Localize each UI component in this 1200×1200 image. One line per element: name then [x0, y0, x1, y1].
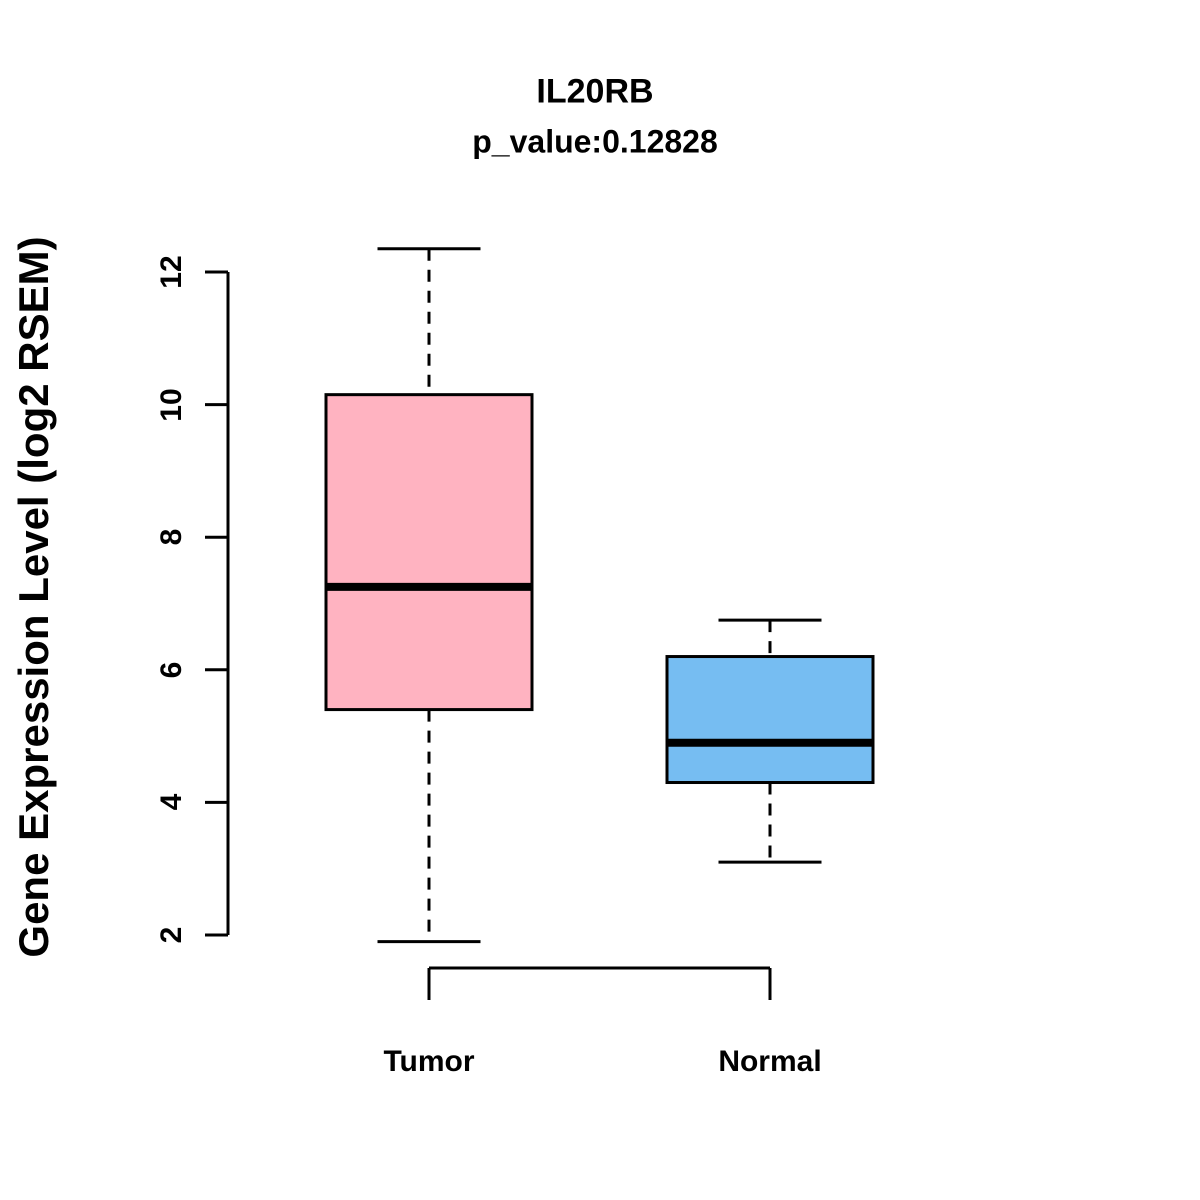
y-tick-label-2: 2	[155, 926, 188, 944]
chart-title: IL20RB	[536, 72, 654, 111]
y-tick-label-8: 8	[155, 528, 188, 546]
y-tick-label-4: 4	[155, 793, 188, 811]
y-tick-label-6: 6	[155, 661, 188, 679]
y-axis-label: Gene Expression Level (log2 RSEM)	[10, 236, 57, 958]
y-tick-label-12: 12	[155, 255, 188, 289]
x-category-label-tumor: Tumor	[383, 1045, 475, 1078]
chart-subtitle: p_value:0.12828	[472, 123, 718, 160]
box-normal	[665, 655, 875, 785]
x-category-label-normal: Normal	[718, 1045, 822, 1078]
y-tick-label-10: 10	[155, 388, 188, 422]
box-tumor	[324, 393, 534, 712]
